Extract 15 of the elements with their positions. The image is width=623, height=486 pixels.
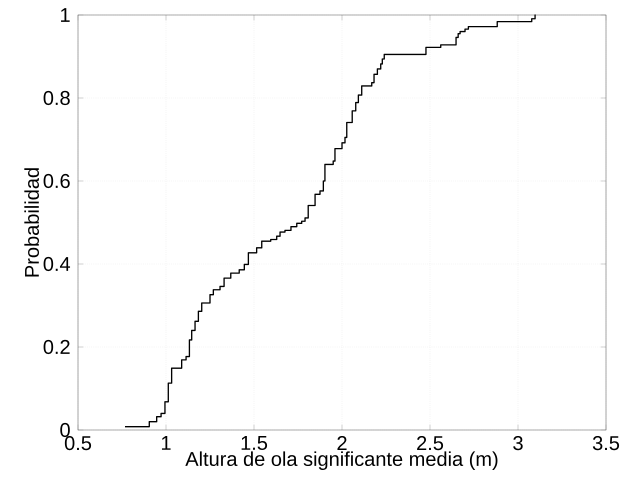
y-tick-label: 0 bbox=[60, 422, 70, 438]
x-tick-label: 3 bbox=[513, 436, 523, 450]
x-tick-label: 1 bbox=[162, 436, 171, 450]
x-tick-label: 2 bbox=[337, 436, 347, 450]
y-tick-label: 1 bbox=[61, 8, 70, 22]
x-tick-label: 1.5 bbox=[242, 436, 268, 450]
y-tick-label: 0.2 bbox=[44, 340, 70, 354]
x-axis-title: Altura de ola significante media (m) bbox=[185, 451, 498, 470]
x-tick-label: 2.5 bbox=[417, 436, 444, 450]
y-tick-label: 0.4 bbox=[44, 256, 70, 272]
y-tick-label: 0.8 bbox=[44, 90, 70, 106]
y-tick-label: 0.6 bbox=[44, 174, 70, 188]
y-axis-title: Probabilidad bbox=[24, 168, 39, 276]
x-tick-label: 0.5 bbox=[64, 436, 92, 450]
x-tick-label: 3.5 bbox=[592, 436, 620, 450]
